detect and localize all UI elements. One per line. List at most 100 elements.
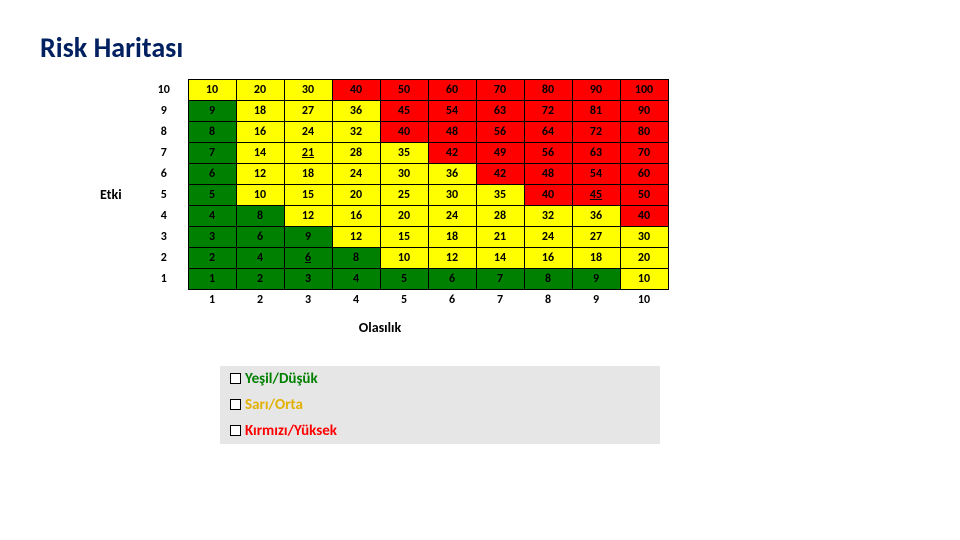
x-tick: 7	[476, 290, 524, 311]
y-tick: 2	[140, 248, 188, 269]
matrix-cell: 18	[236, 101, 284, 122]
legend-item: Kırmızı/Yüksek	[220, 418, 660, 444]
matrix-cell: 45	[380, 101, 428, 122]
x-tick: 4	[332, 290, 380, 311]
matrix-cell: 40	[524, 185, 572, 206]
bullet-square-icon	[230, 373, 241, 384]
matrix-cell: 16	[236, 122, 284, 143]
legend-label: Kırmızı/Yüksek	[245, 422, 337, 440]
matrix-cell: 3	[188, 227, 236, 248]
matrix-cell: 80	[620, 122, 668, 143]
matrix-cell: 60	[620, 164, 668, 185]
y-tick: 10	[140, 80, 188, 101]
matrix-cell: 20	[236, 80, 284, 101]
matrix-cell: 63	[476, 101, 524, 122]
matrix-cell: 12	[428, 248, 476, 269]
matrix-cell: 30	[620, 227, 668, 248]
matrix-cell: 70	[476, 80, 524, 101]
matrix-cell: 64	[524, 122, 572, 143]
matrix-cell: 63	[572, 143, 620, 164]
matrix-cell: 24	[428, 206, 476, 227]
matrix-cell: 9	[284, 227, 332, 248]
legend-label: Sarı/Orta	[245, 396, 303, 414]
y-tick: 1	[140, 269, 188, 290]
matrix-cell: 9	[188, 101, 236, 122]
matrix-cell: 42	[428, 143, 476, 164]
matrix-cell: 6	[284, 248, 332, 269]
matrix-cell: 12	[236, 164, 284, 185]
matrix-cell: 28	[332, 143, 380, 164]
matrix-cell: 4	[188, 206, 236, 227]
matrix-cell: 14	[236, 143, 284, 164]
matrix-cell: 56	[524, 143, 572, 164]
matrix-cell: 8	[524, 269, 572, 290]
x-tick: 10	[620, 290, 668, 311]
matrix-cell: 16	[524, 248, 572, 269]
matrix-cell: 4	[236, 248, 284, 269]
matrix-cell: 42	[476, 164, 524, 185]
matrix-cell: 30	[284, 80, 332, 101]
matrix-cell: 25	[380, 185, 428, 206]
matrix-cell: 36	[428, 164, 476, 185]
y-tick: 8	[140, 122, 188, 143]
bullet-square-icon	[230, 425, 241, 436]
matrix-cell: 45	[572, 185, 620, 206]
matrix-cell: 12	[284, 206, 332, 227]
x-tick: 1	[188, 290, 236, 311]
bullet-square-icon	[230, 399, 241, 410]
matrix-cell: 32	[332, 122, 380, 143]
matrix-cell: 6	[188, 164, 236, 185]
matrix-cell: 1	[188, 269, 236, 290]
matrix-cell: 30	[428, 185, 476, 206]
matrix-cell: 72	[524, 101, 572, 122]
matrix-cell: 18	[428, 227, 476, 248]
x-tick: 6	[428, 290, 476, 311]
matrix-cell: 90	[620, 101, 668, 122]
matrix-cell: 8	[236, 206, 284, 227]
matrix-cell: 8	[188, 122, 236, 143]
matrix-cell: 20	[620, 248, 668, 269]
matrix-cell: 7	[476, 269, 524, 290]
matrix-cell: 24	[284, 122, 332, 143]
matrix-cell: 18	[284, 164, 332, 185]
matrix-cell: 12	[332, 227, 380, 248]
matrix-cell: 49	[476, 143, 524, 164]
matrix-cell: 20	[380, 206, 428, 227]
legend-item: Yeşil/Düşük	[220, 366, 660, 392]
matrix-cell: 6	[236, 227, 284, 248]
matrix-cell: 10	[620, 269, 668, 290]
matrix-cell: 20	[332, 185, 380, 206]
matrix-cell: 24	[332, 164, 380, 185]
legend-label: Yeşil/Düşük	[245, 370, 318, 388]
x-tick: 9	[572, 290, 620, 311]
y-tick: 7	[140, 143, 188, 164]
y-tick: 5	[140, 185, 188, 206]
matrix-cell: 27	[572, 227, 620, 248]
matrix-cell: 54	[572, 164, 620, 185]
matrix-cell: 28	[476, 206, 524, 227]
risk-matrix-wrap: Etki 10102030405060708090100991827364554…	[100, 79, 920, 311]
matrix-cell: 10	[236, 185, 284, 206]
matrix-cell: 10	[380, 248, 428, 269]
matrix-cell: 60	[428, 80, 476, 101]
matrix-cell: 50	[380, 80, 428, 101]
matrix-cell: 40	[620, 206, 668, 227]
matrix-cell: 35	[380, 143, 428, 164]
matrix-cell: 32	[524, 206, 572, 227]
matrix-cell: 72	[572, 122, 620, 143]
page-title: Risk Haritası	[40, 30, 920, 65]
x-axis-label: Olasılık	[140, 319, 620, 336]
y-axis-label: Etki	[100, 186, 132, 203]
corner-blank	[140, 290, 188, 311]
matrix-cell: 50	[620, 185, 668, 206]
matrix-cell: 21	[476, 227, 524, 248]
matrix-cell: 14	[476, 248, 524, 269]
matrix-cell: 40	[380, 122, 428, 143]
matrix-cell: 24	[524, 227, 572, 248]
matrix-cell: 9	[572, 269, 620, 290]
matrix-cell: 48	[524, 164, 572, 185]
matrix-cell: 4	[332, 269, 380, 290]
matrix-cell: 16	[332, 206, 380, 227]
x-tick: 5	[380, 290, 428, 311]
legend: Yeşil/Düşük Sarı/Orta Kırmızı/Yüksek	[220, 366, 660, 444]
